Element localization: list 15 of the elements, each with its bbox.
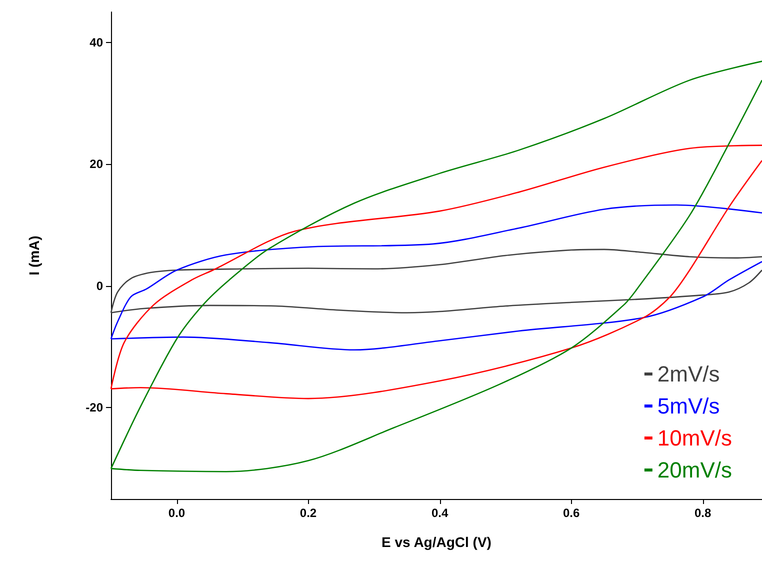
y-axis-title: I (mA): [26, 236, 42, 276]
y-tick-label: 0: [96, 278, 104, 293]
x-tick-label: 0.2: [300, 506, 317, 520]
y-tick-label: -20: [86, 400, 104, 415]
x-axis-title: E vs Ag/AgCl (V): [382, 534, 492, 550]
x-tick-label: 0.4: [431, 506, 448, 520]
x-tick-label: 0.8: [694, 506, 712, 520]
legend-label: 5mV/s: [657, 394, 720, 418]
x-tick-label: 0.0: [168, 506, 186, 520]
y-tick-label: 40: [90, 35, 104, 50]
legend-label: 20mV/s: [657, 458, 732, 482]
legend-label: 10mV/s: [657, 426, 732, 450]
y-tick-label: 20: [90, 157, 104, 172]
legend-label: 2mV/s: [657, 362, 720, 386]
x-tick-label: 0.6: [562, 506, 580, 520]
